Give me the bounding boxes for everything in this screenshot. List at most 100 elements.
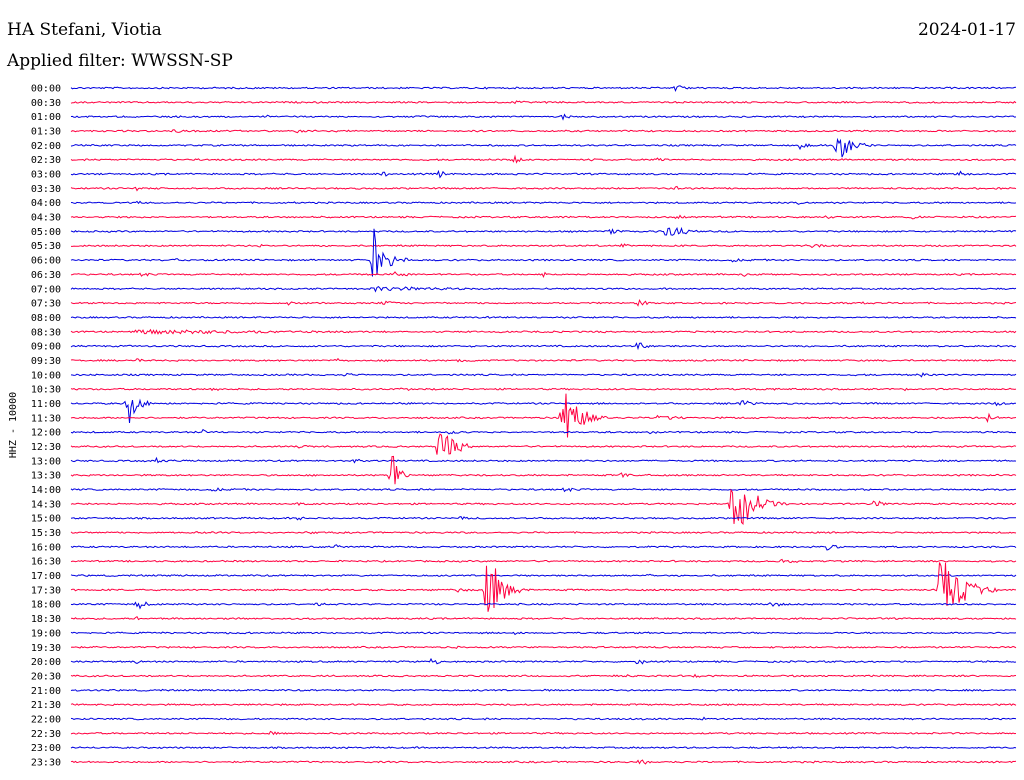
trace-row-1030 <box>70 387 1017 392</box>
trace-row-2300 <box>70 746 1017 750</box>
trace-row-0530 <box>71 243 1017 249</box>
trace-row-2130 <box>70 703 1017 707</box>
trace-row-2030 <box>70 673 1017 678</box>
trace-row-2100 <box>70 688 1017 692</box>
time-tick-label: 22:00 <box>31 714 61 725</box>
time-tick-label: 09:00 <box>31 342 61 353</box>
time-tick-label: 08:00 <box>31 313 61 324</box>
time-tick-label: 02:30 <box>31 155 61 166</box>
time-tick-label: 08:30 <box>31 327 61 338</box>
trace-row-1700 <box>70 573 1017 578</box>
time-tick-label: 13:30 <box>31 471 61 482</box>
time-tick-label: 19:30 <box>31 643 61 654</box>
trace-row-0830 <box>70 328 1017 335</box>
time-tick-label: 12:00 <box>31 428 61 439</box>
time-tick-label: 04:30 <box>31 213 61 224</box>
trace-row-2330 <box>70 759 1017 765</box>
trace-row-0430 <box>70 214 1017 220</box>
trace-row-1430 <box>70 488 1017 526</box>
trace-row-0400 <box>70 200 1017 205</box>
trace-row-0330 <box>70 185 1017 192</box>
time-tick-label: 11:30 <box>31 413 61 424</box>
time-tick-label: 20:30 <box>31 671 61 682</box>
trace-row-1400 <box>70 487 1017 493</box>
trace-row-1500 <box>70 516 1017 521</box>
trace-row-0130 <box>70 129 1017 134</box>
time-tick-label: 15:30 <box>31 528 61 539</box>
trace-row-0800 <box>70 315 1017 319</box>
time-tick-label: 15:00 <box>31 514 61 525</box>
time-tick-label: 03:00 <box>31 170 61 181</box>
time-tick-label: 11:00 <box>31 399 61 410</box>
trace-row-0030 <box>70 100 1017 105</box>
time-tick-label: 13:00 <box>31 456 61 467</box>
time-tick-label: 19:00 <box>31 628 61 639</box>
trace-row-1300 <box>70 456 1017 464</box>
trace-row-1530 <box>70 531 1017 535</box>
filter-label: Applied filter: WWSSN-SP <box>7 51 233 71</box>
trace-row-0900 <box>70 342 1017 351</box>
trace-row-2230 <box>70 730 1017 736</box>
y-axis-label: HHZ - 10000 <box>8 392 19 458</box>
trace-row-0300 <box>70 169 1017 179</box>
trace-row-1000 <box>70 372 1017 378</box>
date-label: 2024-01-17 <box>917 20 1016 40</box>
trace-row-0500 <box>70 226 1017 236</box>
time-tick-label: 06:30 <box>31 270 61 281</box>
time-tick-label: 23:30 <box>31 757 61 768</box>
trace-row-0000 <box>70 85 1017 93</box>
trace-row-0200 <box>70 137 1017 158</box>
trace-row-2000 <box>70 657 1017 665</box>
time-tick-label: 14:30 <box>31 499 61 510</box>
time-tick-label: 17:30 <box>31 585 61 596</box>
trace-row-1230 <box>70 433 1017 455</box>
trace-row-1630 <box>70 558 1017 564</box>
time-tick-label: 03:30 <box>31 184 61 195</box>
time-tick-label: 00:00 <box>31 84 61 95</box>
trace-row-1900 <box>70 631 1017 636</box>
time-tick-label: 05:00 <box>31 227 61 238</box>
trace-row-2200 <box>70 716 1017 721</box>
trace-row-1800 <box>70 601 1017 610</box>
trace-row-1130 <box>70 393 1017 438</box>
time-tick-label: 10:00 <box>31 370 61 381</box>
time-tick-label: 21:30 <box>31 700 61 711</box>
trace-row-0700 <box>70 285 1017 293</box>
time-tick-label: 02:00 <box>31 141 61 152</box>
time-tick-label: 10:30 <box>31 385 61 396</box>
time-tick-label: 07:30 <box>31 299 61 310</box>
time-tick-label: 17:00 <box>31 571 61 582</box>
time-tick-label: 01:30 <box>31 127 61 138</box>
time-tick-label: 23:00 <box>31 743 61 754</box>
trace-row-0230 <box>70 154 1017 164</box>
time-tick-label: 16:00 <box>31 542 61 553</box>
trace-row-1930 <box>70 645 1017 650</box>
trace-row-1830 <box>70 616 1017 621</box>
time-tick-label: 14:00 <box>31 485 61 496</box>
time-tick-label: 06:00 <box>31 256 61 267</box>
time-tick-label: 09:30 <box>31 356 61 367</box>
time-tick-label: 20:00 <box>31 657 61 668</box>
trace-row-1730 <box>70 562 1017 612</box>
time-tick-label: 18:30 <box>31 614 61 625</box>
trace-row-0730 <box>70 299 1017 307</box>
trace-row-1600 <box>70 544 1017 551</box>
trace-row-0100 <box>70 113 1017 121</box>
time-tick-label: 12:30 <box>31 442 61 453</box>
time-tick-label: 05:30 <box>31 241 61 252</box>
time-tick-label: 18:00 <box>31 600 61 611</box>
time-tick-label: 01:00 <box>31 112 61 123</box>
time-tick-label: 21:00 <box>31 686 61 697</box>
time-tick-label: 16:30 <box>31 557 61 568</box>
trace-row-1330 <box>70 455 1017 485</box>
trace-row-0630 <box>70 271 1017 279</box>
trace-row-0600 <box>70 228 1017 277</box>
trace-row-1200 <box>70 428 1017 435</box>
trace-row-1100 <box>70 398 1017 423</box>
trace-row-0930 <box>70 357 1017 363</box>
time-tick-label: 22:30 <box>31 729 61 740</box>
time-tick-label: 04:00 <box>31 198 61 209</box>
station-title: HA Stefani, Viotia <box>7 20 162 40</box>
time-tick-label: 00:30 <box>31 98 61 109</box>
